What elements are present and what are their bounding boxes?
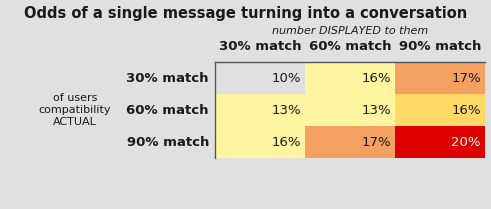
- Bar: [395, 62, 485, 94]
- Bar: [215, 126, 305, 158]
- Text: 17%: 17%: [451, 71, 481, 84]
- Text: number DISPLAYED to them: number DISPLAYED to them: [272, 26, 428, 36]
- Text: of users: of users: [53, 93, 97, 103]
- Text: 17%: 17%: [361, 135, 391, 149]
- Text: 60% match: 60% match: [309, 40, 391, 52]
- Text: 90% match: 90% match: [127, 135, 209, 149]
- Text: 13%: 13%: [272, 103, 301, 116]
- Text: Odds of a single message turning into a conversation: Odds of a single message turning into a …: [24, 6, 467, 21]
- Text: 13%: 13%: [361, 103, 391, 116]
- Text: 20%: 20%: [452, 135, 481, 149]
- Text: 30% match: 30% match: [219, 40, 301, 52]
- Text: 30% match: 30% match: [127, 71, 209, 84]
- Bar: [395, 94, 485, 126]
- Text: 10%: 10%: [272, 71, 301, 84]
- Bar: [305, 62, 395, 94]
- Text: ACTUAL: ACTUAL: [53, 117, 97, 127]
- Text: compatibility: compatibility: [39, 105, 111, 115]
- Text: 16%: 16%: [272, 135, 301, 149]
- Text: 16%: 16%: [452, 103, 481, 116]
- Bar: [395, 126, 485, 158]
- Text: 90% match: 90% match: [399, 40, 481, 52]
- Text: 16%: 16%: [361, 71, 391, 84]
- Text: 60% match: 60% match: [127, 103, 209, 116]
- Bar: [215, 94, 305, 126]
- Bar: [305, 94, 395, 126]
- Bar: [305, 126, 395, 158]
